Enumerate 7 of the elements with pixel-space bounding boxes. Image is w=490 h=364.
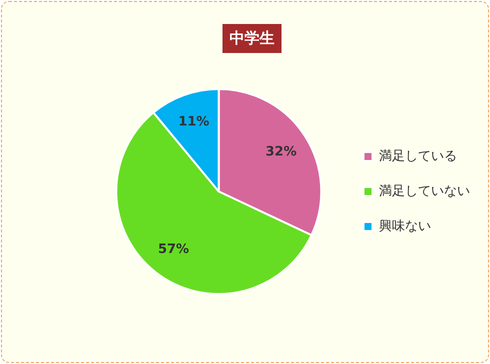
legend-label: 満足している	[379, 148, 457, 164]
legend-label: 興味ない	[379, 218, 431, 234]
data-label: 57%	[158, 242, 190, 258]
data-label: 11%	[178, 114, 210, 130]
legend-label: 満足していない	[379, 184, 470, 199]
chart-title: 中学生	[222, 24, 282, 53]
data-label: 32%	[266, 144, 297, 160]
